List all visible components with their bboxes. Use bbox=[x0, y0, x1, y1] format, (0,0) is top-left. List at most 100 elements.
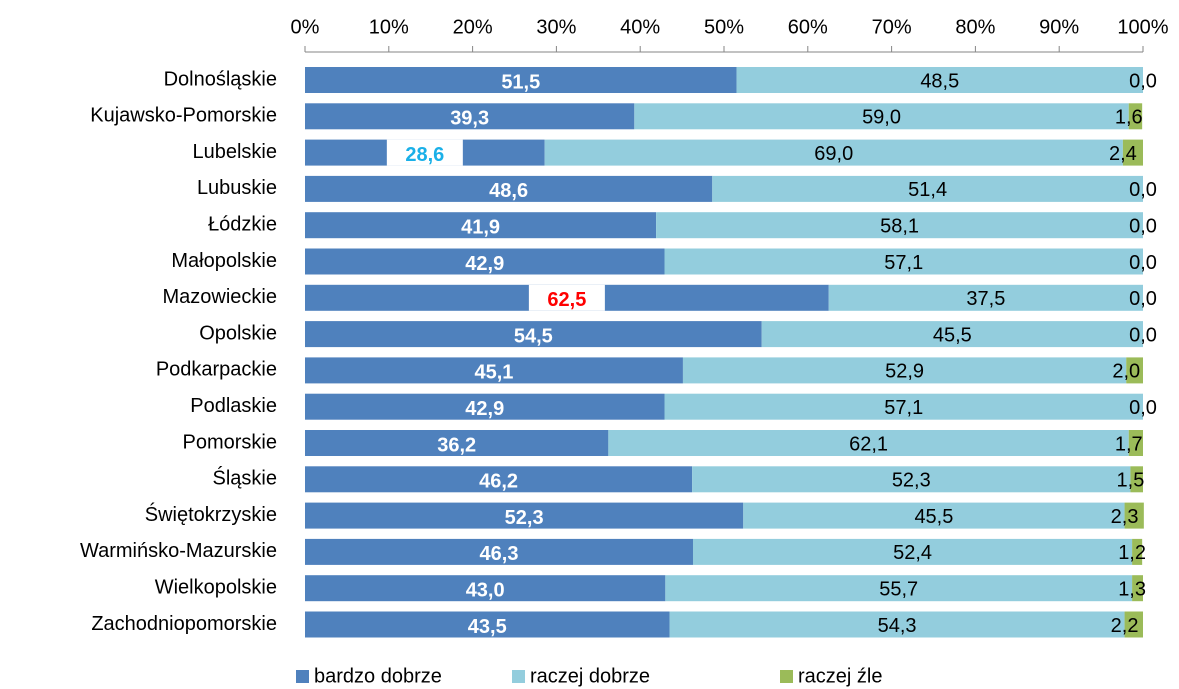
x-tick-label: 100% bbox=[1117, 16, 1168, 38]
bar-segment bbox=[664, 248, 1143, 275]
data-label: 48,5 bbox=[920, 70, 959, 92]
data-label: 42,9 bbox=[465, 253, 504, 275]
legend-swatch bbox=[512, 670, 525, 683]
x-tick-label: 30% bbox=[536, 16, 576, 38]
bar-segment bbox=[305, 430, 609, 456]
bar-segment bbox=[634, 103, 1129, 130]
data-label: 51,4 bbox=[908, 179, 947, 201]
data-label: 0,0 bbox=[1129, 70, 1157, 92]
data-label: 57,1 bbox=[884, 252, 923, 274]
category-label: Świętokrzyskie bbox=[145, 502, 277, 526]
bar-segment bbox=[305, 502, 744, 529]
data-label: 0,0 bbox=[1129, 252, 1157, 274]
data-label: 52,3 bbox=[505, 507, 544, 529]
data-label: 54,3 bbox=[878, 615, 917, 637]
bar-segment bbox=[656, 212, 1143, 239]
bar-segment bbox=[1132, 575, 1143, 602]
legend-label: raczej źle bbox=[798, 665, 882, 687]
data-label: 41,9 bbox=[461, 216, 500, 238]
bar-segment bbox=[1124, 502, 1144, 529]
data-label: 0,0 bbox=[1129, 179, 1157, 201]
bar-segment bbox=[305, 212, 657, 239]
bar-segment bbox=[1132, 538, 1143, 565]
label-box bbox=[528, 284, 605, 311]
bar-segment bbox=[305, 393, 665, 420]
category-label: Podkarpackie bbox=[156, 359, 277, 381]
data-label: 43,0 bbox=[466, 579, 505, 601]
bar-segment bbox=[305, 538, 693, 565]
data-label: 36,2 bbox=[437, 434, 476, 456]
bar-segment bbox=[1128, 430, 1143, 456]
category-label: Wielkopolskie bbox=[155, 576, 277, 598]
bar-segment bbox=[305, 248, 665, 275]
data-label: 54,5 bbox=[514, 325, 553, 347]
x-tick-label: 20% bbox=[453, 16, 493, 38]
data-label: 37,5 bbox=[966, 288, 1005, 310]
data-label: 45,5 bbox=[914, 506, 953, 528]
data-label: 46,2 bbox=[479, 471, 518, 493]
data-label: 69,0 bbox=[814, 143, 853, 165]
bar-segment bbox=[761, 321, 1143, 348]
label-box bbox=[386, 139, 463, 166]
category-label: Śląskie bbox=[213, 466, 277, 490]
data-label: 1,6 bbox=[1115, 107, 1143, 129]
bar-segment bbox=[305, 575, 666, 602]
data-label: 52,9 bbox=[885, 361, 924, 383]
bar-segment bbox=[665, 575, 1133, 602]
data-label: 45,5 bbox=[933, 324, 972, 346]
bar-segment bbox=[1128, 103, 1143, 130]
category-label: Kujawsko-Pomorskie bbox=[90, 105, 277, 127]
data-label: 1,7 bbox=[1115, 433, 1143, 455]
data-label: 42,9 bbox=[465, 398, 504, 420]
data-label: 0,0 bbox=[1129, 324, 1157, 346]
data-label: 57,1 bbox=[884, 397, 923, 419]
data-label: 2,0 bbox=[1112, 361, 1140, 383]
bar-segment bbox=[736, 67, 1143, 93]
data-label: 45,1 bbox=[475, 362, 514, 384]
data-label: 46,3 bbox=[480, 543, 519, 565]
legend-swatch bbox=[780, 670, 793, 683]
data-label: 62,1 bbox=[849, 433, 888, 455]
x-tick-label: 90% bbox=[1039, 16, 1079, 38]
bar-segment bbox=[305, 103, 635, 130]
x-tick-label: 10% bbox=[369, 16, 409, 38]
data-label: 55,7 bbox=[879, 578, 918, 600]
bar-segment bbox=[692, 538, 1133, 565]
bar-segment bbox=[305, 67, 737, 93]
bar-segment bbox=[305, 357, 683, 384]
category-label: Podlaskie bbox=[190, 395, 277, 417]
data-label: 2,4 bbox=[1109, 143, 1137, 165]
category-label: Dolnośląskie bbox=[164, 68, 277, 90]
data-label: 1,5 bbox=[1117, 470, 1145, 492]
x-tick-label: 80% bbox=[955, 16, 995, 38]
category-label: Mazowieckie bbox=[163, 286, 277, 308]
legend-label: bardzo dobrze bbox=[314, 665, 442, 687]
bar-segment bbox=[682, 357, 1127, 384]
data-label: 0,0 bbox=[1129, 397, 1157, 419]
bar-segment bbox=[712, 175, 1143, 202]
x-tick-label: 50% bbox=[704, 16, 744, 38]
category-label: Lubelskie bbox=[192, 141, 277, 163]
category-label: Warmińsko-Mazurskie bbox=[80, 540, 277, 562]
category-label: Opolskie bbox=[199, 322, 277, 344]
bar-segment bbox=[1130, 466, 1143, 493]
data-label: 43,5 bbox=[468, 616, 507, 638]
data-label: 59,0 bbox=[862, 107, 901, 129]
bar-segment bbox=[305, 175, 713, 202]
bar-segment bbox=[1124, 611, 1143, 638]
data-label: 52,4 bbox=[893, 542, 932, 564]
bar-segment bbox=[664, 393, 1143, 420]
category-label: Łódzkie bbox=[208, 213, 277, 235]
bar-segment bbox=[305, 466, 693, 493]
data-label: 2,3 bbox=[1111, 506, 1139, 528]
data-label: 1,3 bbox=[1118, 578, 1146, 600]
data-label: 39,3 bbox=[450, 108, 489, 130]
bar-segment bbox=[1126, 357, 1143, 384]
data-label: 48,6 bbox=[489, 180, 528, 202]
data-label: 62,5 bbox=[547, 289, 586, 311]
x-tick-label: 70% bbox=[872, 16, 912, 38]
data-label: 58,1 bbox=[880, 215, 919, 237]
bar-segment bbox=[608, 430, 1129, 456]
